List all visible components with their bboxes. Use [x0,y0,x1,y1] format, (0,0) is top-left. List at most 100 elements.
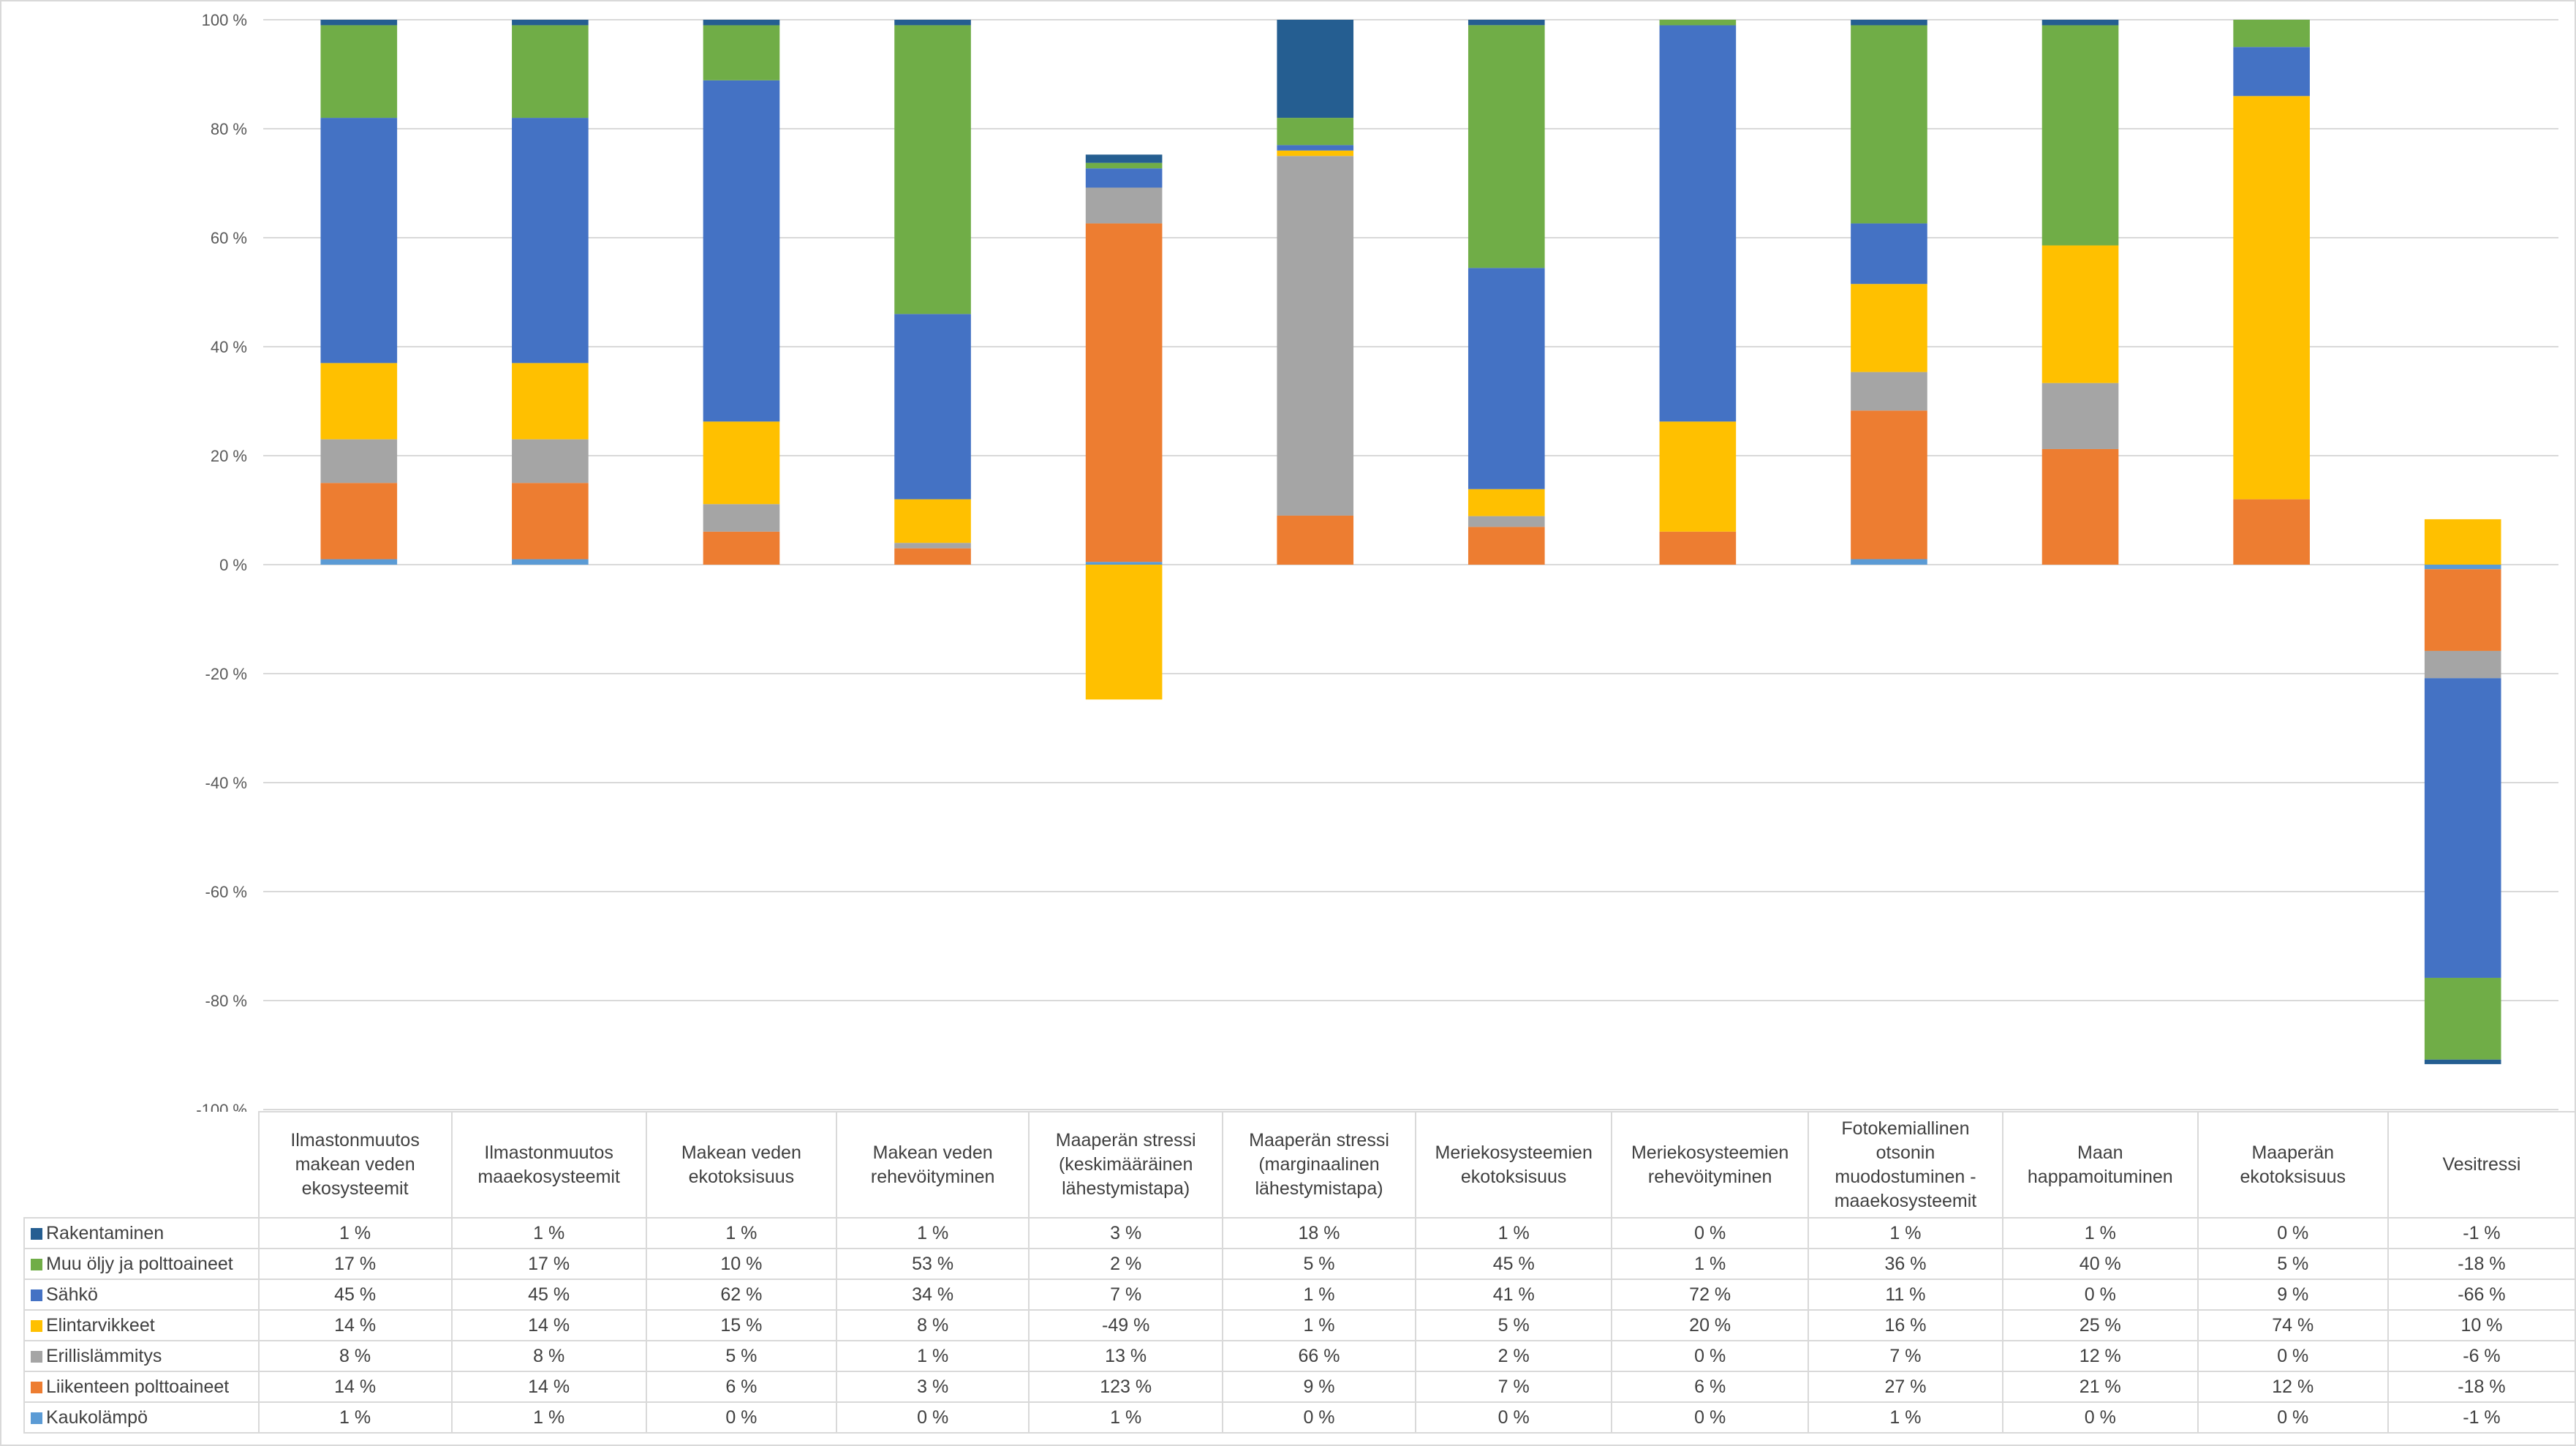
table-cell: 14 % [257,1309,453,1341]
bar-segment [2424,977,2501,1060]
bar-segment [2424,569,2501,651]
bar-segment [1851,284,1927,372]
bar-segment [1277,156,1354,516]
table-cell: 1 % [645,1217,838,1249]
table-cell: 1 % [836,1340,1030,1372]
y-axis-ticks: -100 % -80 % -60 % -40 % -20 % 0 % 20 % 40 % 60 … [196,11,247,1112]
table-cell: 41 % [1414,1279,1613,1311]
legend-label: Liikenteen polttoaineet [46,1376,230,1397]
table-row: Sähkö 45 % 45 % 62 % 34 % 7 % 1 % 41 % 72 % 11 % 0… [23,1279,2576,1311]
table-cell: 9 % [1222,1371,1416,1403]
table-cell: 1 % [257,1401,453,1434]
table-cell: 5 % [1222,1248,1416,1280]
table-cell: 1 % [257,1217,453,1249]
table-column-header: Maan happamoituminen [2002,1111,2199,1219]
legend-swatch-icon [31,1381,42,1393]
bar-segment [1468,516,1545,527]
table-cell: 20 % [1611,1309,1809,1341]
legend-label: Erillislämmitys [46,1345,162,1366]
table-cell: 12 % [2002,1340,2199,1372]
bar-segment [1277,515,1354,565]
bar-segment [894,25,971,315]
table-cell: -66 % [2387,1279,2576,1311]
table-row: Muu öljy ja polttoaineet 17 % 17 % 10 % 53 %… [23,1248,2576,1280]
table-cell: 0 % [1611,1217,1809,1249]
legend-label: Rakentaminen [46,1222,165,1243]
table-column-header: Fotokemiallinen otsonin muodostuminen - … [1807,1111,2004,1219]
bar-segment [512,559,589,565]
table-cell: 0 % [1611,1340,1809,1372]
y-tick-label: 40 % [211,338,247,356]
table-row: Kaukolämpö 1 % 1 % 0 % 0 % 1 % 0 % 0 % 0 % 1 % 0 %… [23,1401,2576,1434]
table-row: Erillislämmitys 8 % 8 % 5 % 1 % 13 % 66 % 2 % 0 … [23,1340,2576,1372]
y-tick-label: -100 % [196,1101,247,1112]
table-cell: 8 % [836,1309,1030,1341]
bar-segment [2041,245,2119,383]
y-tick-label: 0 % [219,556,247,574]
bar-segment [1085,562,1163,565]
table-cell: -18 % [2387,1371,2576,1403]
bar-stack [703,20,780,565]
bar-segment [894,543,971,549]
bar-segment [320,483,398,560]
table-cell: 0 % [1611,1401,1809,1434]
bar-segment [1277,118,1354,146]
table-cell: 0 % [1222,1401,1416,1434]
bar-segment [1851,223,1927,285]
table-cell: 11 % [1807,1279,2004,1311]
bar-segment [1659,421,1737,532]
table-cell: 72 % [1611,1279,1809,1311]
bars [320,20,2501,1064]
table-cell: 16 % [1807,1309,2004,1341]
bar-stack [1468,20,1545,565]
table-cell: 2 % [1028,1248,1224,1280]
legend-entry: Erillislämmitys [23,1340,260,1372]
table-cell: 5 % [2197,1248,2389,1280]
table-cell: 40 % [2002,1248,2199,1280]
y-tick-label: -40 % [205,774,247,792]
legend-label: Sähkö [46,1284,98,1305]
bar-segment [2041,383,2119,449]
bar-segment [1085,154,1163,163]
bar-stack [1085,154,1163,700]
bar-stack [1277,20,1354,565]
bar-stack [2424,519,2501,1064]
table-column-header: Meriekosysteemien rehevöityminen [1611,1111,1809,1219]
table-cell: 0 % [2002,1279,2199,1311]
table-column-header: Maaperän stressi (marginaalinen lähestym… [1222,1111,1416,1219]
table-cell: 7 % [1028,1279,1224,1311]
bar-segment [512,483,589,560]
table-cell: 7 % [1807,1340,2004,1372]
bar-stack [1851,20,1927,565]
table-column-header: Meriekosysteemien ekotoksisuus [1414,1111,1613,1219]
table-cell: -1 % [2387,1401,2576,1434]
bar-segment [512,118,589,364]
table-row: Liikenteen polttoaineet 14 % 14 % 6 % 3 % 123… [23,1371,2576,1403]
legend-swatch-icon [31,1258,42,1270]
bar-segment [894,20,971,26]
table-column-header: Makean veden rehevöityminen [836,1111,1030,1219]
bar-segment [1085,223,1163,562]
table-column-header: Maaperän ekotoksisuus [2197,1111,2389,1219]
table-cell: 62 % [645,1279,838,1311]
legend-entry: Liikenteen polttoaineet [23,1371,260,1403]
bar-segment [703,20,780,26]
table-cell: 45 % [1414,1248,1613,1280]
bar-segment [512,25,589,118]
bar-segment [320,363,398,440]
bar-segment [1851,25,1927,224]
table-cell: 14 % [450,1309,647,1341]
table-column-header: Makean veden ekotoksisuus [645,1111,838,1219]
bar-segment [2233,20,2310,48]
bar-segment [894,314,971,500]
bar-segment [2233,47,2310,97]
table-cell: -49 % [1028,1309,1224,1341]
table-cell: 1 % [1222,1309,1416,1341]
bar-segment [1085,162,1163,169]
bar-segment [320,20,398,26]
stacked-bar-chart: -100 % -80 % -60 % -40 % -20 % 0 % 20 % 40 % 60 … [196,11,2558,1112]
table-cell: 10 % [645,1248,838,1280]
table-column-header: Maaperän stressi (keskimääräinen lähesty… [1028,1111,1224,1219]
table-cell: 12 % [2197,1371,2389,1403]
table-cell: 15 % [645,1309,838,1341]
